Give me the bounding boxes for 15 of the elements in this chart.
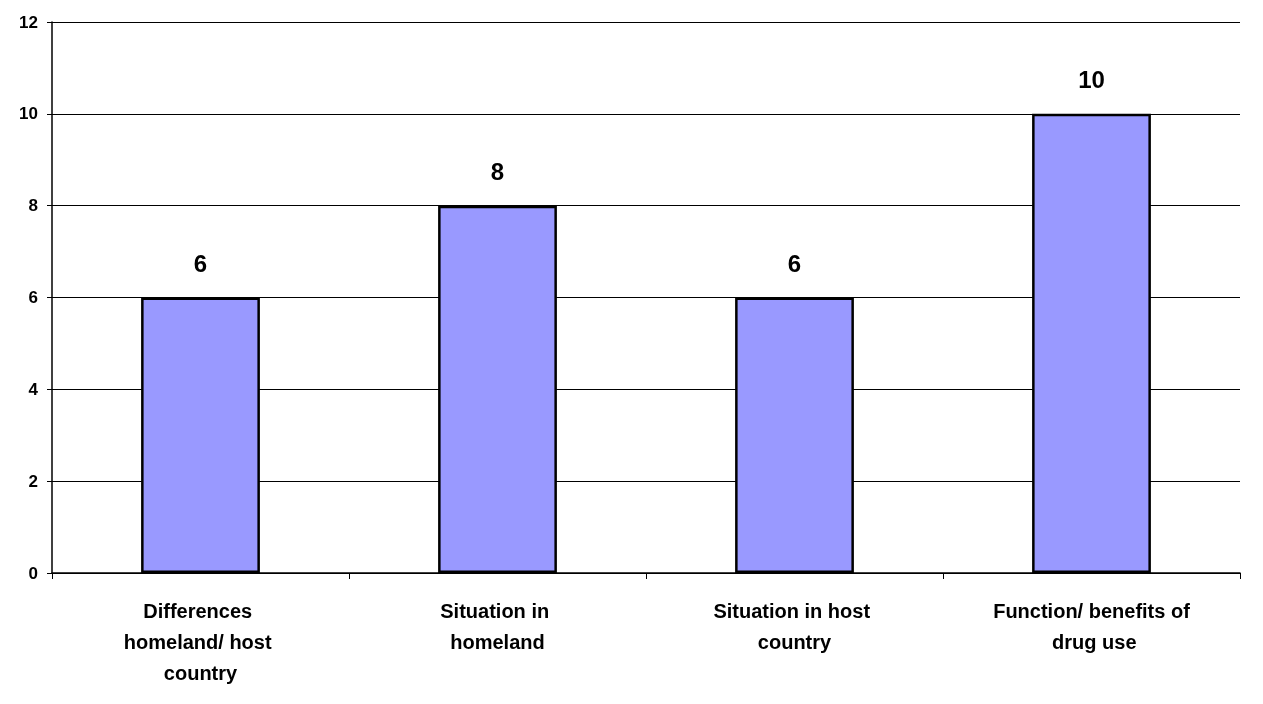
x-tick-label: Differences homeland/ host country [123, 599, 278, 684]
y-tick-label: 6 [28, 288, 38, 307]
data-label: 8 [490, 158, 505, 186]
y-tick-label: 10 [19, 104, 38, 124]
y-tick-label: 2 [28, 471, 38, 491]
data-label: 6 [193, 250, 208, 277]
data-label: 6 [787, 250, 802, 277]
x-tick-label: Situation in host country [713, 599, 876, 653]
data-label: 10 [1078, 66, 1105, 94]
x-tick-label: Situation in homeland [440, 599, 555, 653]
y-tick-label: 0 [28, 563, 38, 583]
x-tick-label: Function/ benefits of drug use [993, 599, 1191, 653]
y-tick-label: 8 [28, 196, 38, 216]
y-tick-label: 4 [28, 379, 39, 399]
y-tick-label: 12 [19, 12, 38, 32]
